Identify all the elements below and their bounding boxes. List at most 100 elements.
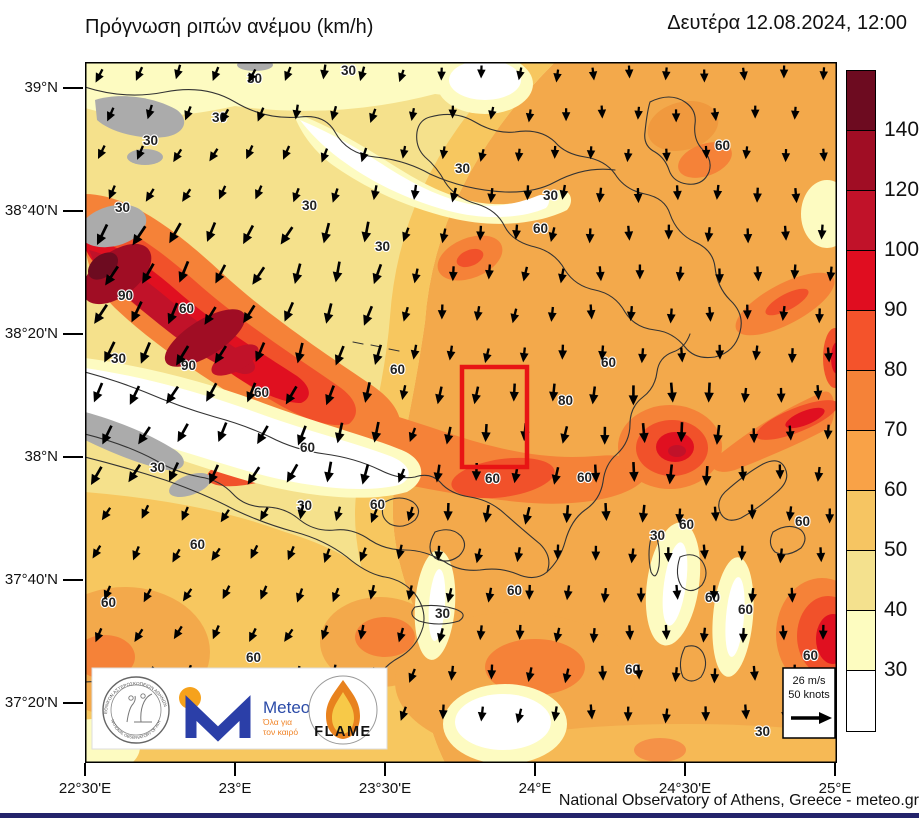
- map-title: Πρόγνωση ριπών ανέμου (km/h): [85, 16, 374, 38]
- contour-value-label: 30: [150, 460, 165, 475]
- wind-arrow-icon: [284, 628, 294, 642]
- contour-value-label: 60: [738, 602, 753, 617]
- wind-arrow-icon: [90, 466, 103, 485]
- wind-arrow-icon: [747, 504, 757, 520]
- wind-arrow-icon: [93, 382, 104, 403]
- wind-arrow-icon: [752, 345, 761, 361]
- lat-tick-label: 39°N: [24, 79, 58, 96]
- wind-arrow-icon: [661, 624, 671, 640]
- lat-tick-mark: [63, 87, 83, 89]
- wind-arrow-icon: [704, 382, 714, 403]
- wind-arrow-icon: [738, 466, 748, 482]
- wind-arrow-icon: [478, 149, 487, 162]
- lat-tick-mark: [63, 333, 83, 335]
- colorbar-tick-label: 50: [884, 538, 908, 561]
- contour-value-label: 60: [485, 471, 500, 486]
- wind-reference-box: 26 m/s 50 knots: [782, 667, 836, 739]
- lat-tick-mark: [63, 456, 83, 458]
- wind-arrow-icon: [94, 303, 108, 324]
- wind-arrow-icon: [408, 108, 418, 121]
- wind-arrow-icon: [586, 146, 596, 160]
- wind-arrow-icon: [595, 266, 605, 282]
- wind-arrow-icon: [699, 627, 709, 643]
- wind-arrow-icon: [741, 387, 750, 403]
- wind-arrow-icon: [677, 347, 687, 363]
- wind-arrow-icon: [286, 463, 299, 483]
- wind-arrow-icon: [247, 466, 261, 485]
- wind-arrow-icon: [323, 548, 332, 563]
- wind-arrow-icon: [709, 585, 719, 601]
- wind-arrow-icon: [220, 509, 230, 523]
- wind-arrow-icon: [401, 306, 411, 322]
- wind-arrow-icon: [184, 105, 193, 121]
- wind-arrow-icon: [553, 544, 563, 560]
- svg-text:FLAME: FLAME: [314, 724, 371, 740]
- wind-arrow-icon: [710, 108, 720, 122]
- wind-arrow-icon: [362, 382, 373, 403]
- wind-arrow-icon: [628, 548, 637, 564]
- wind-arrow-icon: [477, 65, 486, 79]
- wind-arrow-icon: [408, 668, 417, 683]
- wind-arrow-icon: [522, 506, 532, 525]
- wind-arrow-icon: [292, 104, 302, 120]
- wind-arrow-icon: [600, 426, 610, 445]
- wind-arrow-icon: [132, 225, 147, 246]
- wind-arrow-icon: [252, 266, 266, 285]
- colorbar-tick-label: 80: [884, 358, 908, 381]
- wind-arrow-icon: [214, 345, 228, 364]
- wind-arrow-icon: [548, 227, 558, 242]
- wind-arrow-icon: [675, 266, 685, 282]
- wind-arrow-icon: [553, 627, 563, 643]
- wind-arrow-icon: [738, 628, 748, 644]
- wind-arrow-icon: [739, 67, 748, 81]
- wind-arrow-icon: [359, 547, 368, 562]
- lon-tick-mark: [384, 763, 386, 776]
- wind-arrow-icon: [320, 625, 330, 640]
- wind-arrow-icon: [586, 704, 596, 720]
- wind-arrow-icon: [487, 188, 497, 204]
- wind-arrow-icon: [396, 544, 405, 560]
- contour-value-label: 30: [341, 63, 356, 78]
- wind-arrow-icon: [601, 502, 611, 521]
- colorbar-tick-label: 30: [884, 658, 908, 681]
- contour-label-layer: 30 30 30 30 30 30 30 30 30 60 60 30 90 90 60 60 60 80 60 30…: [100, 62, 819, 740]
- wind-arrow-icon: [178, 260, 190, 283]
- forecast-map: 30 30 30 30 30 30 30 30 30 60 60 30 90 90 60 60 60 80 60 30…: [85, 62, 837, 763]
- wind-arrow-icon: [562, 668, 572, 684]
- wind-arrow-icon: [400, 145, 409, 159]
- wind-arrow-icon: [331, 188, 340, 203]
- wind-arrow-icon: [786, 506, 795, 522]
- wind-arrow-icon: [591, 545, 601, 561]
- wind-arrow-icon: [95, 627, 104, 643]
- wind-arrow-icon: [371, 421, 382, 443]
- wind-arrow-icon: [591, 464, 601, 483]
- wind-arrow-icon: [206, 382, 218, 402]
- wind-arrow-icon: [92, 545, 102, 559]
- wind-arrow-icon: [741, 704, 751, 720]
- wind-arrow-icon: [509, 383, 519, 402]
- wind-arrow-icon: [260, 507, 269, 521]
- svg-text:26 m/s: 26 m/s: [792, 675, 826, 687]
- wind-arrow-icon: [559, 184, 569, 200]
- wind-arrow-icon: [625, 625, 635, 641]
- lat-tick-label: 38°40'N: [4, 202, 58, 219]
- wind-arrow-icon: [701, 706, 711, 722]
- wind-arrow-icon: [297, 425, 307, 446]
- wind-arrow-icon: [398, 69, 407, 83]
- wind-arrow-icon: [598, 345, 607, 361]
- wind-arrow-icon: [823, 424, 833, 440]
- contour-value-label: 30: [650, 528, 665, 543]
- meteo-logo: Meteo Όλα για τον καιρό: [179, 687, 310, 742]
- colorbar-segment: [847, 671, 875, 731]
- wind-arrow-icon: [585, 228, 595, 244]
- wind-arrow-icon: [551, 466, 561, 485]
- wind-arrow-icon: [824, 347, 833, 363]
- wind-arrow-icon: [445, 588, 455, 603]
- wind-arrow-icon: [438, 704, 448, 720]
- wind-arrow-icon: [633, 188, 643, 204]
- wind-arrow-icon: [779, 65, 789, 79]
- wind-arrow-icon: [255, 185, 264, 200]
- wind-arrow-icon: [325, 385, 335, 406]
- wind-arrow-icon: [372, 263, 383, 285]
- wind-arrow-icon: [482, 504, 492, 523]
